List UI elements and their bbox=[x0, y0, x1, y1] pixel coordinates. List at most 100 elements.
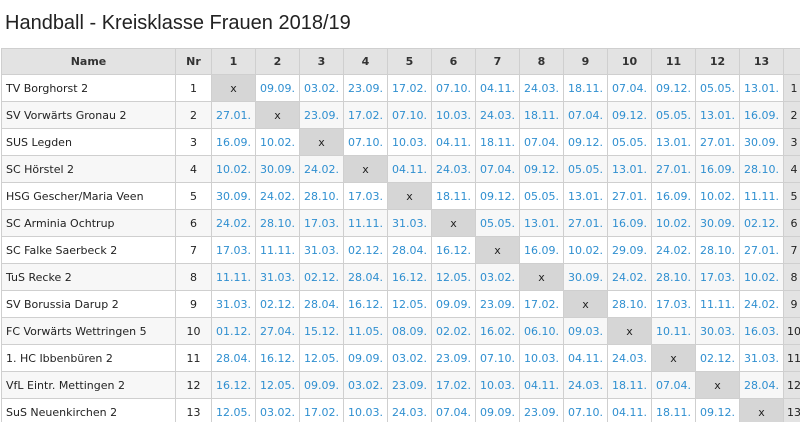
team-number-right: 11 bbox=[783, 344, 800, 372]
table-row: TV Borghorst 2 1 x 09.09. 03.02. 23.09. 17.02.… bbox=[1, 74, 800, 102]
match-date-cell: 02.12. bbox=[739, 209, 784, 237]
team-number: 1 bbox=[175, 74, 212, 102]
team-name: SC Falke Saerbeck 2 bbox=[1, 236, 176, 264]
table-row: HSG Gescher/Maria Veen 5 30.09. 24.02. 28.10… bbox=[1, 182, 800, 210]
team-name: TV Borghorst 2 bbox=[1, 74, 176, 102]
table-row: SC Arminia Ochtrup 6 24.02. 28.10. 17.03. 11.… bbox=[1, 209, 800, 237]
match-date-cell: 04.11. bbox=[387, 155, 432, 183]
match-date-cell: 24.02. bbox=[739, 290, 784, 318]
match-date-cell: 05.05. bbox=[607, 128, 652, 156]
column-header-opponent: 4 bbox=[343, 48, 388, 75]
match-date-cell: 23.09. bbox=[519, 398, 564, 422]
match-date-cell: 11.11. bbox=[255, 236, 300, 264]
match-date-cell: 23.09. bbox=[475, 290, 520, 318]
match-date-cell: 07.04. bbox=[607, 74, 652, 102]
match-date-cell: 27.01. bbox=[607, 182, 652, 210]
match-date-cell: 16.12. bbox=[387, 263, 432, 291]
table-row: SV Vorwärts Gronau 2 2 27.01. x 23.09. 17.02.… bbox=[1, 101, 800, 129]
match-date-cell: 24.02. bbox=[651, 236, 696, 264]
table-body: TV Borghorst 2 1 x 09.09. 03.02. 23.09. 17.02.… bbox=[1, 74, 800, 422]
table-row: TuS Recke 2 8 11.11. 31.03. 02.12. 28.04. 16.1… bbox=[1, 263, 800, 291]
column-header-name: Name bbox=[1, 48, 176, 75]
match-date-cell: 04.11. bbox=[563, 344, 608, 372]
match-date-cell: 18.11. bbox=[475, 128, 520, 156]
team-number: 2 bbox=[175, 101, 212, 129]
match-date-cell: 13.01. bbox=[695, 101, 740, 129]
match-date-cell: 06.10. bbox=[519, 317, 564, 345]
team-name: SV Vorwärts Gronau 2 bbox=[1, 101, 176, 129]
match-date-cell: 09.09. bbox=[431, 290, 476, 318]
match-date-cell: 23.09. bbox=[343, 74, 388, 102]
team-number-right: 6 bbox=[783, 209, 800, 237]
team-number-right: 13 bbox=[783, 398, 800, 422]
match-date-cell: 05.05. bbox=[651, 101, 696, 129]
column-header-opponent: 3 bbox=[299, 48, 344, 75]
team-number: 6 bbox=[175, 209, 212, 237]
match-date-cell: 11.05. bbox=[343, 317, 388, 345]
match-date-cell: 05.05. bbox=[519, 182, 564, 210]
team-number-right: 2 bbox=[783, 101, 800, 129]
match-date-cell: 28.10. bbox=[299, 182, 344, 210]
match-date-cell: 03.02. bbox=[299, 74, 344, 102]
match-date-cell: 16.09. bbox=[651, 182, 696, 210]
column-header-opponent: 13 bbox=[739, 48, 784, 75]
team-number-right: 5 bbox=[783, 182, 800, 210]
match-date-cell: 30.09. bbox=[255, 155, 300, 183]
match-date-cell: 12.05. bbox=[431, 263, 476, 291]
match-date-cell: 28.10. bbox=[695, 236, 740, 264]
match-date-cell: 30.03. bbox=[695, 317, 740, 345]
match-date-cell: 17.03. bbox=[211, 236, 256, 264]
match-date-cell: 12.05. bbox=[211, 398, 256, 422]
self-match-cell: x bbox=[607, 317, 652, 345]
match-date-cell: 10.03. bbox=[475, 371, 520, 399]
match-date-cell: 04.11. bbox=[475, 74, 520, 102]
match-date-cell: 28.10. bbox=[255, 209, 300, 237]
match-date-cell: 09.09. bbox=[343, 344, 388, 372]
match-date-cell: 17.02. bbox=[299, 398, 344, 422]
table-row: SuS Neuenkirchen 2 13 12.05. 03.02. 17.02. 10… bbox=[1, 398, 800, 422]
match-date-cell: 09.12. bbox=[695, 398, 740, 422]
match-date-cell: 10.03. bbox=[343, 398, 388, 422]
match-date-cell: 09.09. bbox=[255, 74, 300, 102]
self-match-cell: x bbox=[519, 263, 564, 291]
match-date-cell: 24.03. bbox=[607, 344, 652, 372]
team-name: VfL Eintr. Mettingen 2 bbox=[1, 371, 176, 399]
match-date-cell: 18.11. bbox=[519, 101, 564, 129]
match-date-cell: 03.02. bbox=[343, 371, 388, 399]
match-date-cell: 10.11. bbox=[651, 317, 696, 345]
match-date-cell: 10.02. bbox=[695, 182, 740, 210]
match-date-cell: 17.03. bbox=[299, 209, 344, 237]
match-date-cell: 30.09. bbox=[739, 128, 784, 156]
match-date-cell: 07.04. bbox=[431, 398, 476, 422]
column-header-opponent: 11 bbox=[651, 48, 696, 75]
table-row: FC Vorwärts Wettringen 5 10 01.12. 27.04. 15… bbox=[1, 317, 800, 345]
team-number: 8 bbox=[175, 263, 212, 291]
match-date-cell: 07.04. bbox=[519, 128, 564, 156]
match-date-cell: 12.05. bbox=[299, 344, 344, 372]
team-number: 12 bbox=[175, 371, 212, 399]
match-date-cell: 07.04. bbox=[651, 371, 696, 399]
match-date-cell: 18.11. bbox=[607, 371, 652, 399]
match-date-cell: 10.03. bbox=[431, 101, 476, 129]
match-date-cell: 13.01. bbox=[563, 182, 608, 210]
team-number-right: 12 bbox=[783, 371, 800, 399]
table-row: 1. HC Ibbenbüren 2 11 28.04. 16.12. 12.05. 09… bbox=[1, 344, 800, 372]
match-date-cell: 24.03. bbox=[563, 371, 608, 399]
self-match-cell: x bbox=[343, 155, 388, 183]
match-date-cell: 27.01. bbox=[211, 101, 256, 129]
table-header-row: Name Nr 1 2 3 4 5 6 7 8 9 10 11 12 13 bbox=[1, 48, 800, 75]
match-date-cell: 07.04. bbox=[563, 101, 608, 129]
match-date-cell: 09.12. bbox=[651, 74, 696, 102]
match-date-cell: 28.04. bbox=[299, 290, 344, 318]
team-number-right: 7 bbox=[783, 236, 800, 264]
match-date-cell: 02.12. bbox=[343, 236, 388, 264]
match-date-cell: 23.09. bbox=[387, 371, 432, 399]
column-header-nr-right bbox=[783, 48, 800, 75]
match-date-cell: 16.09. bbox=[607, 209, 652, 237]
match-date-cell: 24.03. bbox=[431, 155, 476, 183]
match-date-cell: 17.03. bbox=[695, 263, 740, 291]
column-header-nr: Nr bbox=[175, 48, 212, 75]
column-header-opponent: 1 bbox=[211, 48, 256, 75]
match-date-cell: 16.03. bbox=[739, 317, 784, 345]
match-date-cell: 24.03. bbox=[475, 101, 520, 129]
